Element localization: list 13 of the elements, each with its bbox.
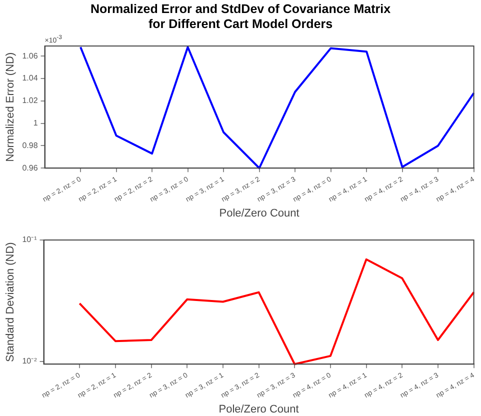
y-tick-label: 0.98: [22, 140, 38, 150]
y-tick-label: 1.04: [22, 74, 38, 83]
x-axis-title: Pole/Zero Count: [219, 207, 300, 220]
y-tick-label: 10⁻²: [22, 356, 38, 366]
y-tick-label: 1.02: [22, 96, 38, 106]
y-tick-label: 0.96: [22, 163, 38, 172]
y-tick-label: 1.06: [22, 51, 38, 60]
x-axis-title: Pole/Zero Count: [218, 403, 299, 416]
chart-title: Normalized Error and StdDev of Covariance Matrix for Different Cart Model Orders: [89, 2, 392, 32]
y-tick-label: 10⁻¹: [22, 235, 38, 244]
y-tick-label: 1: [33, 118, 38, 128]
y-axis-title: Normalized Error (ND): [4, 52, 17, 162]
y-axis-title: Standard Deviation (ND): [4, 242, 17, 362]
